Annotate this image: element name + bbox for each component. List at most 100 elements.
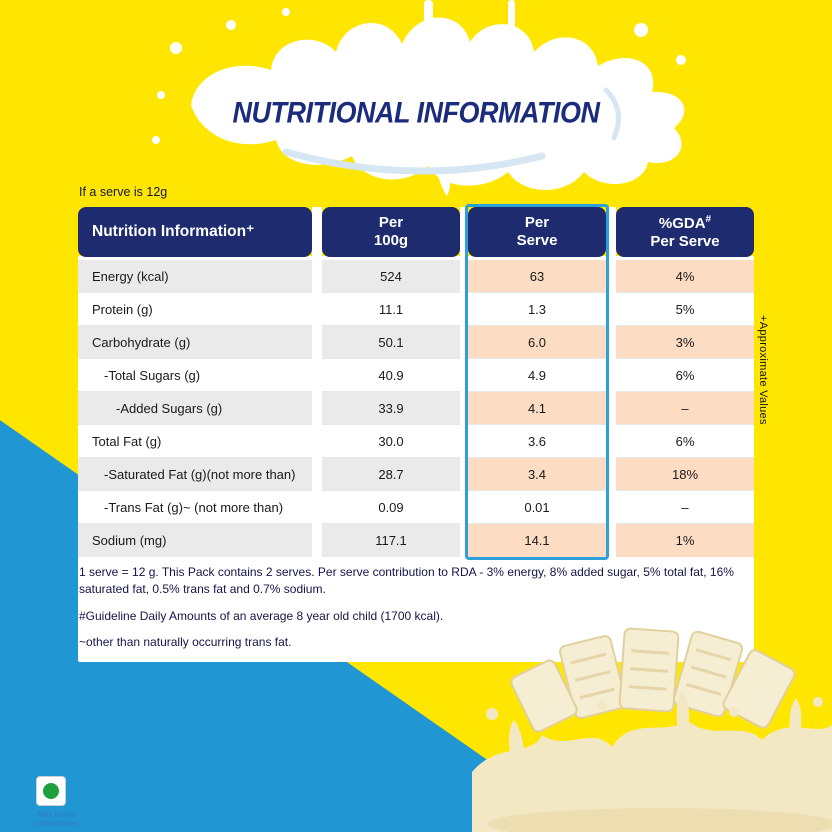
per-100g-value: 0.09: [322, 491, 460, 524]
table-row: -Total Sugars (g) 40.9 4.9 6%: [78, 359, 754, 392]
vegetarian-mark-icon: [36, 776, 66, 806]
per-serve-value: 6.0: [468, 326, 606, 359]
column-gap: [460, 458, 468, 491]
gda-value: 3%: [616, 326, 754, 359]
table-row: Energy (kcal) 524 63 4%: [78, 260, 754, 293]
footnotes: 1 serve = 12 g. This Pack contains 2 ser…: [79, 564, 751, 652]
column-header-nutrition-information: Nutrition Information⁺: [78, 207, 312, 257]
row-label: Sodium (mg): [78, 524, 312, 557]
column-gap: [312, 458, 322, 491]
per-100g-value: 33.9: [322, 392, 460, 425]
gda-superscript: #: [705, 213, 712, 225]
table-header-row: Nutrition Information⁺ Per 100g Per Serv…: [78, 207, 754, 257]
column-gap: [312, 491, 322, 524]
row-label: Energy (kcal): [78, 260, 312, 293]
column-gap: [606, 524, 616, 557]
table-row: Total Fat (g) 30.0 3.6 6%: [78, 425, 754, 458]
green-dot-icon: [43, 783, 59, 799]
gda-value: 18%: [616, 458, 754, 491]
gda-value: 5%: [616, 293, 754, 326]
per-100g-value: 117.1: [322, 524, 460, 557]
row-label: Carbohydrate (g): [78, 326, 312, 359]
gda-value: 1%: [616, 524, 754, 557]
per-100g-value: 40.9: [322, 359, 460, 392]
row-label: Total Fat (g): [78, 425, 312, 458]
per-100g-value: 11.1: [322, 293, 460, 326]
per-serve-value: 1.3: [468, 293, 606, 326]
column-gap: [606, 326, 616, 359]
nutrition-table: Nutrition Information⁺ Per 100g Per Serv…: [78, 204, 754, 560]
column-gap: [606, 392, 616, 425]
row-label: -Total Sugars (g): [78, 359, 312, 392]
header-line: Per Serve: [650, 232, 720, 250]
column-gap: [460, 293, 468, 326]
column-gap: [312, 260, 322, 293]
column-gap: [606, 260, 616, 293]
gda-value: –: [616, 491, 754, 524]
footnote-serves: 1 serve = 12 g. This Pack contains 2 ser…: [79, 565, 734, 597]
per-serve-value: 4.9: [468, 359, 606, 392]
column-gap: [606, 425, 616, 458]
row-label: Protein (g): [78, 293, 312, 326]
table-row: -Added Sugars (g) 33.9 4.1–: [78, 392, 754, 425]
table-row: -Trans Fat (g)~ (not more than) 0.09 0.01–: [78, 491, 754, 524]
column-gap: [460, 326, 468, 359]
table-row: Carbohydrate (g) 50.1 6.0 3%: [78, 326, 754, 359]
veg-mark-label: Milk based confectionery: [33, 810, 81, 828]
table-row: -Saturated Fat (g)(not more than) 28.7 3.4…: [78, 458, 754, 491]
column-gap: [460, 359, 468, 392]
header-line: Per: [524, 214, 550, 232]
gda-value: 4%: [616, 260, 754, 293]
milk-splash-graphic: [152, 0, 686, 196]
header-label: Nutrition Information⁺: [92, 222, 255, 240]
table-row: Sodium (mg) 117.1 14.1 1%: [78, 524, 754, 557]
chocolate-milk-splash-graphic: [472, 627, 832, 832]
column-gap: [312, 359, 322, 392]
per-serve-value: 3.4: [468, 458, 606, 491]
column-gap: [312, 524, 322, 557]
column-header-gda-per-serve: %GDA# Per Serve: [616, 207, 754, 257]
column-gap: [460, 207, 468, 257]
per-100g-value: 524: [322, 260, 460, 293]
column-gap: [312, 425, 322, 458]
column-gap: [460, 491, 468, 524]
per-100g-value: 30.0: [322, 425, 460, 458]
per-serve-value: 63: [468, 260, 606, 293]
column-gap: [460, 524, 468, 557]
table-row: Protein (g) 11.1 1.3 5%: [78, 293, 754, 326]
column-gap: [606, 293, 616, 326]
per-serve-value: 3.6: [468, 425, 606, 458]
approximate-values-note: +Approximate Values: [757, 315, 769, 425]
column-header-per-serve: Per Serve: [468, 207, 606, 257]
column-header-per-100g: Per 100g: [322, 207, 460, 257]
gda-value: –: [616, 392, 754, 425]
row-label: -Added Sugars (g): [78, 392, 312, 425]
per-serve-value: 4.1: [468, 392, 606, 425]
row-label: -Saturated Fat (g)(not more than): [78, 458, 312, 491]
column-gap: [312, 392, 322, 425]
column-gap: [460, 425, 468, 458]
header-line: Serve: [516, 232, 558, 249]
header-line: Per: [378, 214, 404, 232]
per-serve-value: 14.1: [468, 524, 606, 557]
header-line: %GDA#: [658, 213, 712, 232]
column-gap: [312, 326, 322, 359]
footnote-gda: #Guideline Daily Amounts of an average 8…: [79, 608, 444, 623]
column-gap: [606, 491, 616, 524]
per-100g-value: 50.1: [322, 326, 460, 359]
row-label: -Trans Fat (g)~ (not more than): [78, 491, 312, 524]
table-body: Energy (kcal) 524 63 4% Protein (g) 11.1 1.3 5%…: [78, 260, 754, 557]
serve-size-note: If a serve is 12g: [79, 185, 168, 199]
column-gap: [312, 207, 322, 257]
column-gap: [606, 207, 616, 257]
footnote-trans-fat: ~other than naturally occurring trans fa…: [79, 635, 292, 650]
page-title: NUTRITIONAL INFORMATION: [232, 96, 600, 130]
per-100g-value: 28.7: [322, 458, 460, 491]
column-gap: [460, 260, 468, 293]
column-gap: [606, 359, 616, 392]
column-gap: [312, 293, 322, 326]
per-serve-value: 0.01: [468, 491, 606, 524]
header-line: 100g: [373, 232, 409, 249]
column-gap: [460, 392, 468, 425]
